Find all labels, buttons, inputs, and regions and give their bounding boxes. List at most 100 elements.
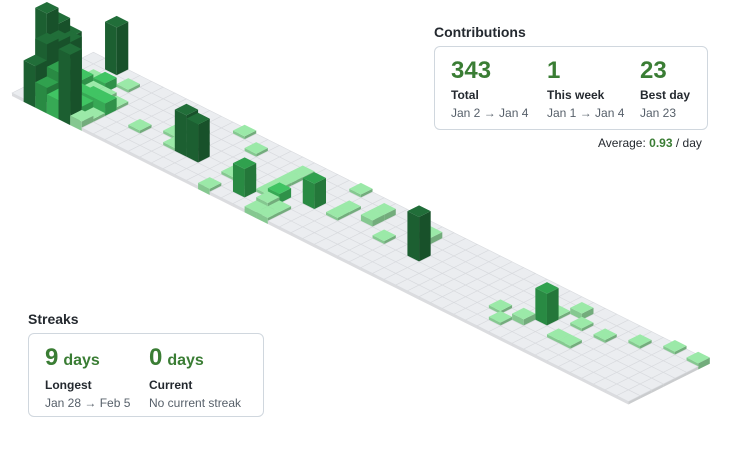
bar-top-face: [244, 200, 268, 213]
this-week-label: This week: [547, 88, 605, 102]
bar-front-face: [244, 163, 257, 201]
bar-front-face: [314, 177, 327, 213]
bar-top-face: [105, 15, 129, 28]
bar-left-face: [139, 157, 152, 166]
bar-left-face: [35, 82, 47, 114]
average-label: Average:: [598, 136, 646, 150]
bar-left-face: [221, 197, 233, 207]
bar-top-face: [360, 208, 385, 221]
bar-left-face: [372, 273, 385, 283]
bar-top-face: [186, 112, 210, 125]
bar-top-face: [116, 78, 140, 90]
this-week-range: Jan 1 → Jan 4: [547, 106, 625, 120]
bar-top-face: [256, 191, 280, 203]
bar-left-face: [174, 109, 187, 161]
average-line: Average: 0.93 / day: [598, 136, 702, 150]
total-range: Jan 2 → Jan 4: [451, 106, 529, 120]
longest-streak-value: 9 days: [45, 344, 130, 375]
bar-left-face: [302, 238, 315, 248]
bar-left-face: [279, 226, 292, 236]
bar-top-face: [244, 142, 268, 154]
bar-left-face: [244, 206, 257, 219]
bar-left-face: [407, 211, 420, 265]
bar-front-face: [116, 21, 129, 79]
bar-left-face: [105, 21, 117, 79]
bar-front-face: [674, 372, 687, 382]
bar-front-face: [419, 211, 431, 265]
streaks-title: Streaks: [28, 311, 79, 327]
contribution-bar: [58, 43, 82, 126]
current-streak-value: 0 days: [149, 344, 241, 375]
best-day-label: Best day: [640, 88, 691, 102]
bar-top-face: [686, 351, 710, 364]
contributions-title: Contributions: [434, 24, 526, 40]
bar-top-face: [407, 205, 431, 217]
bar-top-face: [174, 103, 199, 116]
current-streak-stat: 0 days Current No current streak: [149, 344, 241, 410]
bar-top-face: [279, 171, 303, 183]
streaks-card: 9 days Longest Jan 28 → Feb 5 0 days Curre…: [28, 333, 264, 417]
bar-left-face: [314, 244, 327, 254]
bar-top-face: [372, 203, 396, 215]
bar-left-face: [291, 232, 303, 242]
bar-left-face: [384, 279, 396, 289]
bar-top-face: [128, 118, 152, 131]
current-streak-unit: days: [167, 352, 204, 369]
bar-left-face: [337, 255, 350, 265]
bar-left-face: [430, 302, 443, 312]
bar-left-face: [419, 296, 431, 306]
bar-left-face: [267, 221, 280, 230]
bar-left-face: [326, 250, 338, 259]
bar-left-face: [198, 182, 210, 195]
bar-left-face: [395, 285, 408, 294]
bar-left-face: [523, 349, 536, 358]
total-stat: 343 Total Jan 2 → Jan 4: [451, 57, 528, 120]
longest-streak-unit: days: [63, 352, 100, 369]
bar-top-face: [593, 328, 617, 341]
bar-left-face: [570, 372, 582, 382]
bar-left-face: [616, 395, 629, 405]
current-streak-label: Current: [149, 378, 193, 392]
this-week-value: 1: [547, 57, 561, 84]
bar-top-face: [337, 200, 361, 213]
bar-top-face: [512, 307, 536, 320]
bar-top-face: [326, 206, 350, 218]
bar-front-face: [651, 384, 664, 393]
longest-streak-range: Jan 28 → Feb 5: [45, 396, 131, 410]
bar-left-face: [581, 378, 594, 387]
bar-top-face: [232, 157, 257, 169]
bar-top-face: [93, 91, 117, 104]
bar-top-face: [372, 229, 396, 242]
bar-top-face: [198, 177, 222, 189]
bar-left-face: [477, 325, 489, 335]
bar-front-face: [686, 366, 699, 376]
bar-front-face: [628, 395, 641, 405]
bar-left-face: [500, 337, 513, 347]
bar-left-face: [593, 384, 606, 393]
bar-top-face: [93, 71, 117, 84]
bar-left-face: [407, 290, 420, 300]
bar-left-face: [605, 389, 617, 399]
bar-top-face: [302, 172, 327, 184]
best-day-stat: 23 Best day Jan 23: [640, 57, 690, 120]
current-streak-number: 0: [149, 344, 163, 371]
bar-top-face: [70, 109, 94, 122]
bar-top-face: [663, 340, 687, 352]
bar-left-face: [23, 60, 36, 108]
bar-left-face: [128, 151, 140, 161]
bar-left-face: [453, 314, 466, 323]
bar-left-face: [465, 319, 478, 329]
bar-left-face: [93, 133, 106, 143]
bar-front-face: [70, 49, 82, 126]
bar-left-face: [151, 162, 164, 172]
bar-front-face: [198, 118, 210, 166]
best-day-value: 23: [640, 57, 667, 84]
longest-streak-stat: 9 days Longest Jan 28 → Feb 5: [45, 344, 130, 410]
this-week-stat: 1 This week Jan 1 → Jan 4: [547, 57, 624, 120]
bar-top-face: [81, 107, 106, 119]
longest-streak-label: Longest: [45, 378, 92, 392]
contribution-bar: [407, 205, 431, 265]
bar-top-face: [81, 86, 106, 98]
bar-left-face: [360, 267, 373, 277]
contribution-bar: [302, 172, 327, 213]
